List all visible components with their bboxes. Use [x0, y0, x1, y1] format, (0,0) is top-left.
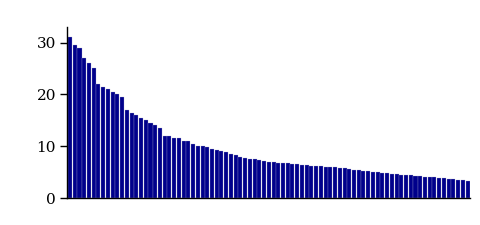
- Bar: [338, 168, 342, 198]
- Bar: [234, 155, 238, 198]
- Bar: [210, 149, 214, 198]
- Bar: [347, 169, 351, 198]
- Bar: [399, 175, 403, 198]
- Bar: [286, 163, 290, 198]
- Bar: [371, 172, 375, 198]
- Bar: [437, 178, 441, 198]
- Bar: [352, 169, 356, 198]
- Bar: [333, 167, 337, 198]
- Bar: [276, 163, 280, 198]
- Bar: [215, 150, 219, 198]
- Bar: [239, 157, 242, 198]
- Bar: [281, 163, 285, 198]
- Bar: [96, 84, 100, 198]
- Bar: [361, 171, 365, 198]
- Bar: [144, 120, 148, 198]
- Bar: [357, 170, 361, 198]
- Bar: [319, 166, 323, 198]
- Bar: [413, 176, 418, 198]
- Bar: [191, 144, 195, 198]
- Bar: [201, 146, 204, 198]
- Bar: [324, 167, 327, 198]
- Bar: [130, 112, 133, 198]
- Bar: [428, 177, 432, 198]
- Bar: [115, 94, 120, 198]
- Bar: [328, 167, 332, 198]
- Bar: [82, 58, 86, 198]
- Bar: [106, 89, 110, 198]
- Bar: [404, 175, 408, 198]
- Bar: [252, 159, 257, 198]
- Bar: [314, 166, 318, 198]
- Bar: [300, 165, 304, 198]
- Bar: [395, 174, 398, 198]
- Bar: [418, 176, 422, 198]
- Bar: [262, 161, 266, 198]
- Bar: [196, 146, 200, 198]
- Bar: [248, 159, 252, 198]
- Bar: [139, 118, 143, 198]
- Bar: [461, 180, 465, 198]
- Bar: [224, 152, 228, 198]
- Bar: [466, 181, 469, 198]
- Bar: [376, 172, 380, 198]
- Bar: [125, 110, 129, 198]
- Bar: [172, 138, 176, 198]
- Bar: [219, 151, 224, 198]
- Bar: [177, 138, 181, 198]
- Bar: [432, 177, 436, 198]
- Bar: [243, 158, 247, 198]
- Bar: [451, 179, 456, 198]
- Bar: [92, 68, 96, 198]
- Bar: [87, 63, 91, 198]
- Bar: [456, 180, 460, 198]
- Bar: [158, 128, 162, 198]
- Bar: [68, 37, 72, 198]
- Bar: [390, 174, 394, 198]
- Bar: [446, 179, 451, 198]
- Bar: [442, 178, 446, 198]
- Bar: [153, 126, 157, 198]
- Bar: [186, 141, 191, 198]
- Bar: [343, 169, 347, 198]
- Bar: [423, 177, 427, 198]
- Bar: [409, 175, 413, 198]
- Bar: [120, 97, 124, 198]
- Bar: [366, 171, 370, 198]
- Bar: [257, 160, 261, 198]
- Bar: [205, 147, 209, 198]
- Bar: [229, 154, 233, 198]
- Bar: [267, 162, 271, 198]
- Bar: [380, 173, 384, 198]
- Bar: [148, 123, 153, 198]
- Bar: [385, 173, 389, 198]
- Bar: [305, 165, 309, 198]
- Bar: [181, 141, 186, 198]
- Bar: [110, 92, 115, 198]
- Bar: [77, 48, 82, 198]
- Bar: [272, 162, 276, 198]
- Bar: [163, 136, 167, 198]
- Bar: [295, 164, 299, 198]
- Bar: [168, 136, 171, 198]
- Bar: [290, 164, 294, 198]
- Bar: [310, 166, 313, 198]
- Bar: [134, 115, 138, 198]
- Bar: [101, 87, 105, 198]
- Bar: [73, 45, 77, 198]
